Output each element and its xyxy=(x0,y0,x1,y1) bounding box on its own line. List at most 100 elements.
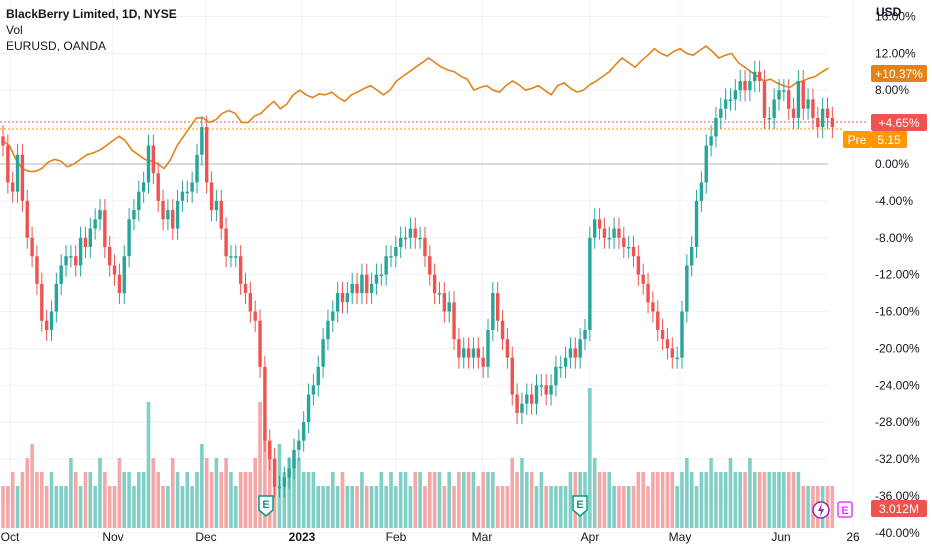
volume-bar xyxy=(762,472,767,528)
candle-body xyxy=(253,311,257,321)
candle-body xyxy=(243,283,248,294)
candle-body xyxy=(622,237,626,247)
volume-bar xyxy=(258,402,262,528)
volume-bar xyxy=(44,486,49,528)
candle-body xyxy=(675,357,679,360)
candle-body xyxy=(510,357,514,395)
volume-bar xyxy=(782,472,786,528)
candle-body xyxy=(636,256,641,275)
candle-body xyxy=(389,256,393,258)
currency-label[interactable]: USD xyxy=(876,5,902,19)
candle-body xyxy=(491,293,495,330)
volume-bar xyxy=(127,472,131,528)
volume-bar xyxy=(597,472,602,528)
volume-bar xyxy=(25,458,30,528)
candle-body xyxy=(69,256,73,258)
volume-bar xyxy=(796,472,801,528)
candle-body xyxy=(166,210,170,220)
candle-body xyxy=(767,117,771,120)
volume-indicator-label[interactable]: Vol xyxy=(6,23,23,37)
candle-body xyxy=(578,339,582,358)
candle-body xyxy=(292,449,296,469)
candle-body xyxy=(112,265,117,275)
candle-body xyxy=(811,99,815,118)
candle-body xyxy=(335,293,340,312)
volume-bar xyxy=(418,472,422,528)
volume-bar xyxy=(209,472,214,528)
candle-body xyxy=(791,108,796,118)
compare-change-badge-bg xyxy=(871,65,927,82)
price-axis[interactable]: 16.00%12.00%8.00%4.00%0.00%-4.00%-8.00%-… xyxy=(875,9,920,539)
volume-bar xyxy=(728,458,733,528)
price-change-badge: +4.65% xyxy=(878,116,919,130)
volume-bar xyxy=(35,472,39,528)
candle-body xyxy=(175,200,180,229)
candle-body xyxy=(646,283,650,303)
volume-bar xyxy=(301,472,306,528)
volume-bar xyxy=(151,458,156,528)
volume-bar xyxy=(481,472,485,528)
reference-lines xyxy=(0,121,868,165)
candle-body xyxy=(35,256,39,284)
volume-bar xyxy=(689,472,694,528)
candle-body xyxy=(471,348,476,358)
candle-body xyxy=(340,293,345,303)
volume-bar xyxy=(660,472,665,528)
time-tick-label: 26 xyxy=(846,530,860,544)
volume-bar xyxy=(30,444,34,528)
volume-bar xyxy=(612,486,616,528)
candle-body xyxy=(234,256,238,258)
candle-body xyxy=(282,477,286,487)
time-tick-label: Mar xyxy=(472,530,493,544)
volume-bar xyxy=(398,472,403,528)
candle-body xyxy=(44,320,49,330)
candle-body xyxy=(428,256,432,275)
premarket-price-badge-bg xyxy=(871,131,907,148)
candle-body xyxy=(515,394,519,413)
volume-bar xyxy=(670,472,675,528)
volume-bar xyxy=(757,472,762,528)
volume-bar xyxy=(423,486,427,528)
volume-bar xyxy=(534,486,539,528)
candle-body xyxy=(796,81,801,118)
volume-bar xyxy=(185,472,190,528)
volume-bar xyxy=(219,472,224,528)
volume-bar xyxy=(680,472,684,528)
candle-body xyxy=(146,145,151,183)
volume-bar xyxy=(743,472,747,528)
volume-bar xyxy=(369,486,374,528)
candle-body xyxy=(258,320,262,367)
volume-bar xyxy=(549,486,553,528)
candle-body xyxy=(20,154,25,201)
volume-bar xyxy=(655,472,660,528)
candle-body xyxy=(757,71,762,82)
event-label: E xyxy=(841,505,848,517)
volume-bar xyxy=(132,486,136,528)
compare-symbol-label[interactable]: EURUSD, OANDA xyxy=(6,39,107,53)
volume-bar xyxy=(786,472,791,528)
volume-bar xyxy=(267,444,272,528)
volume-bar xyxy=(98,458,102,528)
candle-body xyxy=(525,394,529,404)
candle-body xyxy=(481,357,485,367)
chart-legend: BlackBerry Limited, 1D, NYSE Vol EURUSD,… xyxy=(6,6,177,54)
candle-body xyxy=(486,329,490,367)
volume-bar xyxy=(592,458,597,528)
candle-body xyxy=(272,459,277,487)
volume-bar xyxy=(471,472,476,528)
volume-bar xyxy=(622,486,626,528)
price-tick-label: -24.00% xyxy=(875,378,920,392)
volume-bar xyxy=(704,472,709,528)
symbol-title[interactable]: BlackBerry Limited, 1D, NYSE xyxy=(6,7,177,21)
volume-bar xyxy=(40,472,44,528)
price-change-badge-bg xyxy=(871,114,927,131)
volume-bar xyxy=(190,486,194,528)
candle-body xyxy=(656,311,660,330)
volume-bar xyxy=(355,486,359,528)
volume-bar xyxy=(49,472,54,528)
volume-bar xyxy=(408,486,413,528)
time-tick-label: Jun xyxy=(771,530,790,544)
time-axis[interactable]: Oct Nov Dec 2023 Feb Mar Apr May Jun 26 xyxy=(1,530,860,544)
